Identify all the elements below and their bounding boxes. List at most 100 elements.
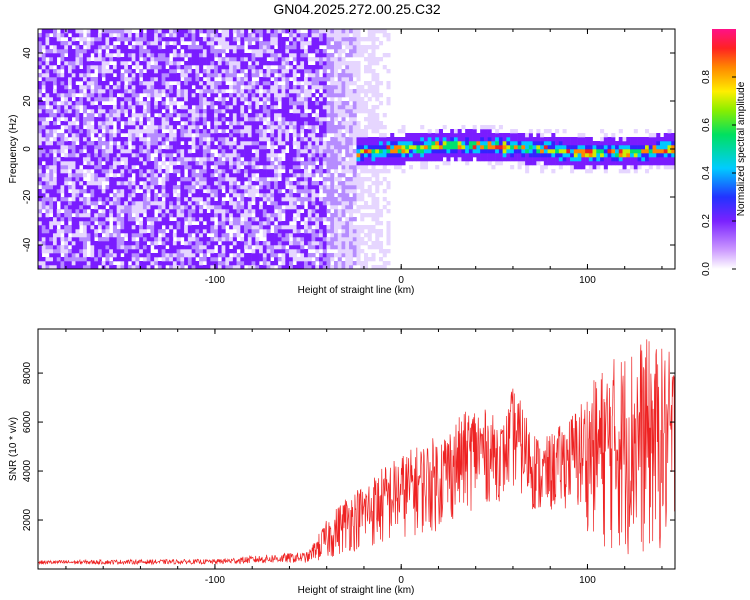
spectrogram-cell bbox=[206, 189, 211, 194]
spectrogram-cell bbox=[259, 265, 264, 269]
spectrogram-cell bbox=[176, 257, 181, 262]
spectrogram-cell bbox=[127, 221, 132, 226]
spectrogram-cell bbox=[214, 157, 219, 162]
spectrogram-cell bbox=[97, 153, 102, 158]
spectrogram-cell bbox=[363, 153, 369, 158]
spectrogram-cell bbox=[330, 161, 335, 166]
spectrogram-cell bbox=[38, 125, 43, 130]
spectrogram-cell bbox=[349, 61, 354, 66]
spectrogram-cell bbox=[79, 181, 84, 186]
spectrogram-cell bbox=[240, 69, 245, 74]
spectrogram-cell bbox=[352, 29, 357, 34]
spectrogram-cell bbox=[468, 133, 473, 138]
spectrogram-cell bbox=[79, 73, 84, 78]
spectrogram-cell bbox=[465, 149, 470, 154]
spectrogram-cell bbox=[360, 109, 365, 114]
spectrogram-cell bbox=[356, 141, 361, 146]
spectrogram-cell bbox=[64, 229, 69, 234]
spectrogram-cell bbox=[139, 241, 144, 246]
spectrogram-cell bbox=[202, 121, 207, 126]
spectrogram-cell bbox=[375, 93, 380, 98]
spectrogram-cell bbox=[382, 189, 387, 194]
spectrogram-cell bbox=[180, 161, 185, 166]
spectrogram-cell bbox=[281, 141, 286, 146]
spectrogram-cell bbox=[60, 33, 65, 38]
spectrogram-cell bbox=[232, 125, 237, 130]
spectrogram-cell bbox=[292, 77, 297, 82]
spectrogram-cell bbox=[337, 89, 342, 94]
spectrogram-cell bbox=[169, 189, 174, 194]
spectrogram-cell bbox=[199, 197, 204, 202]
spectrogram-cell bbox=[378, 157, 384, 162]
spectrogram-cell bbox=[187, 145, 192, 150]
spectrogram-cell bbox=[352, 193, 357, 198]
spectrogram-cell bbox=[442, 137, 447, 142]
spectrogram-cell bbox=[41, 69, 46, 74]
spectrogram-cell bbox=[127, 65, 132, 70]
spectrogram-cell bbox=[315, 221, 320, 226]
spectrogram-cell bbox=[453, 133, 458, 138]
spectrogram-cell bbox=[210, 257, 215, 262]
spectrogram-cell bbox=[266, 81, 271, 86]
spectrogram-cell bbox=[326, 73, 331, 78]
spectrogram-cell bbox=[262, 77, 267, 82]
spectrogram-cell bbox=[281, 129, 286, 134]
spectrogram-cell bbox=[67, 161, 73, 166]
spectrogram-cell bbox=[296, 233, 301, 238]
spectrogram-cell bbox=[277, 237, 282, 242]
spectrogram-cell bbox=[195, 153, 200, 158]
spectrogram-cell bbox=[251, 265, 256, 269]
spectrogram-cell bbox=[375, 221, 380, 226]
spectrogram-cell bbox=[180, 149, 185, 154]
spectrogram-cell bbox=[112, 237, 117, 242]
spectrogram-cell bbox=[180, 69, 185, 74]
spectrogram-cell bbox=[154, 37, 159, 42]
spectrogram-cell bbox=[352, 153, 357, 158]
spectrogram-cell bbox=[79, 85, 84, 90]
spectrogram-cell bbox=[150, 69, 155, 74]
spectrogram-cell bbox=[131, 261, 136, 266]
spectrogram-cell bbox=[146, 57, 151, 62]
spectrogram-cell bbox=[259, 157, 264, 162]
spectrogram-cell bbox=[457, 133, 462, 138]
spectrogram-cell bbox=[169, 221, 174, 226]
spectrogram-cell bbox=[289, 261, 294, 266]
spectrogram-cell bbox=[202, 153, 207, 158]
spectrogram-cell bbox=[352, 113, 357, 118]
spectrogram-cell bbox=[244, 153, 249, 158]
spectrogram-cell bbox=[221, 165, 226, 170]
spectrogram-cell bbox=[326, 189, 331, 194]
spectrogram-cell bbox=[300, 85, 305, 90]
spectrogram-cell bbox=[225, 241, 230, 246]
spectrogram-cell bbox=[38, 197, 43, 202]
spectrogram-cell bbox=[300, 237, 305, 242]
spectrogram-cell bbox=[356, 157, 361, 162]
spectrogram-cell bbox=[176, 141, 181, 146]
spectrogram-cell bbox=[180, 57, 185, 62]
spectrogram-cell bbox=[161, 229, 166, 234]
spectrogram-cell bbox=[386, 229, 391, 234]
spectrogram-cell bbox=[94, 153, 99, 158]
spectrogram-cell bbox=[345, 89, 350, 94]
spectrogram-cell bbox=[161, 53, 166, 58]
spectrogram-cell bbox=[281, 237, 286, 242]
spectrogram-cell bbox=[255, 61, 260, 66]
spectrogram-cell bbox=[259, 65, 264, 70]
spectrogram-cell bbox=[214, 109, 219, 114]
spectrogram-cell bbox=[101, 121, 106, 126]
spectrogram-cell bbox=[311, 153, 316, 158]
spectrogram-cell bbox=[315, 97, 320, 102]
spectrogram-cell bbox=[94, 65, 99, 70]
spectrogram-cell bbox=[277, 225, 282, 230]
spectrogram-cell bbox=[116, 81, 121, 86]
spectrogram-cell bbox=[206, 229, 211, 234]
spectrogram-cell bbox=[262, 133, 267, 138]
spectrogram-cell bbox=[49, 257, 54, 262]
spectrogram-cell bbox=[229, 53, 234, 58]
spectrogram-cell bbox=[71, 137, 76, 142]
spectrogram-cell bbox=[60, 133, 65, 138]
spectrogram-cell bbox=[127, 257, 132, 262]
spectrogram-cell bbox=[262, 197, 267, 202]
spectrogram-cell bbox=[217, 265, 222, 269]
spectrogram-cell bbox=[217, 205, 222, 210]
